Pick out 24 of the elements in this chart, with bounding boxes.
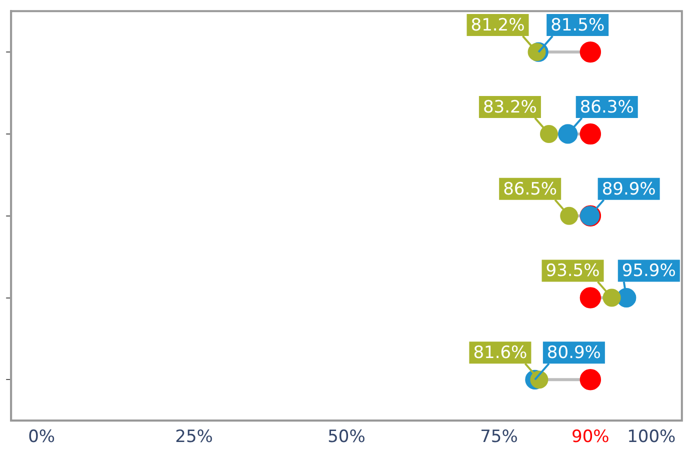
point	[580, 287, 602, 308]
data-label: 80.9%	[546, 343, 601, 364]
data-label: 81.5%	[550, 15, 605, 36]
x-tick-label: 100%	[627, 427, 676, 448]
point	[558, 124, 578, 144]
point	[602, 288, 621, 307]
data-label: 86.3%	[580, 97, 634, 118]
x-tick-label: 90%	[572, 427, 610, 448]
x-tick-label: 25%	[175, 427, 213, 448]
data-label: 81.6%	[473, 343, 528, 364]
x-tick-label: 0%	[28, 427, 56, 448]
data-label: 86.5%	[503, 179, 558, 200]
point	[580, 123, 602, 145]
x-tick-label: 50%	[328, 427, 366, 448]
data-label: 81.2%	[470, 15, 525, 36]
data-label: 93.5%	[546, 261, 600, 282]
data-label: 89.9%	[602, 179, 656, 200]
data-label: 83.2%	[482, 97, 537, 118]
point	[580, 41, 602, 63]
data-label: 95.9%	[622, 261, 676, 282]
x-tick-label: 75%	[480, 427, 518, 448]
point	[560, 206, 578, 225]
point	[540, 124, 558, 143]
point	[580, 369, 602, 390]
